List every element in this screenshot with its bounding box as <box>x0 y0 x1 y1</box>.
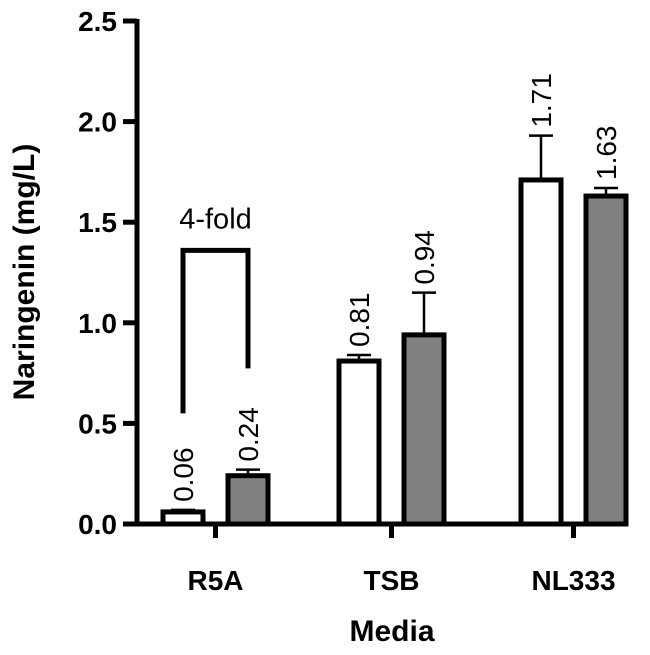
y-tick-label-2: 1.0 <box>78 308 117 339</box>
y-tick-label-0: 0.0 <box>78 509 117 540</box>
y-tick-label-1: 0.5 <box>78 408 117 439</box>
y-tick-label-5: 2.5 <box>78 6 117 37</box>
bar-NL333-0 <box>518 177 564 527</box>
x-tick-label-R5A: R5A <box>187 565 243 596</box>
data-label-NL333-0: 1.71 <box>526 73 557 128</box>
data-label-R5A-0: 0.06 <box>168 447 199 502</box>
bar-TSB-0 <box>336 358 382 527</box>
y-axis-label: Naringenin (mg/L) <box>8 144 41 401</box>
bars <box>160 177 629 527</box>
bar-R5A-1 <box>225 473 271 527</box>
y-ticks: 0.0 0.5 1.0 1.5 2.0 2.5 <box>78 6 137 540</box>
bar-NL333-1 <box>583 193 629 527</box>
y-tick-label-4: 2.0 <box>78 107 117 138</box>
y-tick-label-3: 1.5 <box>78 207 117 238</box>
data-label-TSB-0: 0.81 <box>344 292 375 347</box>
bar-R5A-0 <box>160 509 206 527</box>
x-ticks: R5A TSB NL333 <box>187 524 616 596</box>
data-labels: 0.06 0.24 0.81 0.94 1.71 1.63 <box>168 73 622 502</box>
error-bars <box>171 134 618 512</box>
x-tick-label-TSB: TSB <box>364 565 420 596</box>
data-label-TSB-1: 0.94 <box>409 230 440 285</box>
fold-bracket <box>180 247 251 414</box>
x-tick-label-NL333: NL333 <box>531 565 615 596</box>
data-label-NL333-1: 1.63 <box>591 125 622 180</box>
data-label-R5A-1: 0.24 <box>233 407 264 462</box>
bar-TSB-1 <box>401 332 447 527</box>
fold-annotation-label: 4-fold <box>179 203 252 235</box>
x-axis-label: Media <box>349 615 434 648</box>
annotation: 4-fold <box>179 203 252 414</box>
